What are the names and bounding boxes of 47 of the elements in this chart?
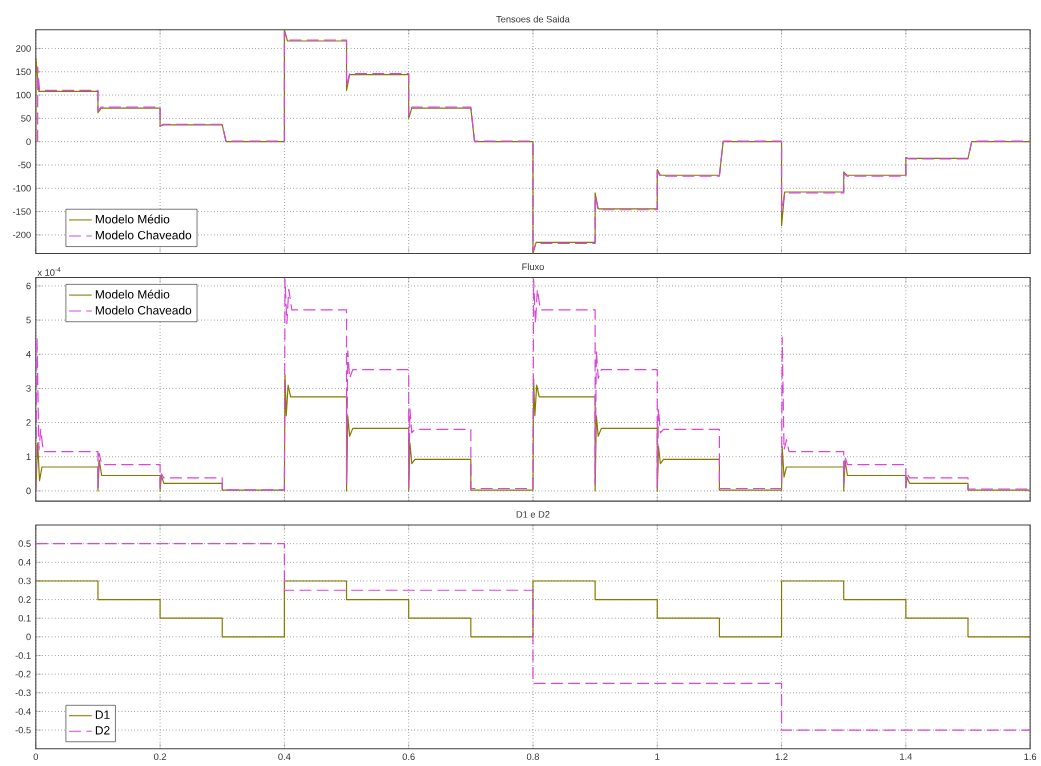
legend-label: Modelo Médio [95,289,170,299]
y-tick-label: -0.1 [15,652,31,659]
y-tick-label: -50 [18,161,31,169]
x-tick-label: 1.6 [1024,753,1037,761]
chart-title: Tensoes de Saida [496,15,570,23]
y-tick-label: 2 [26,419,31,426]
legend-label: D2 [95,726,110,735]
y-tick-label: -0.4 [15,708,31,715]
chart-title: D1 e D2 [516,511,550,518]
y-tick-label: 0.3 [18,577,31,585]
y-tick-label: 1 [26,453,31,461]
x-tick-label: 0.2 [154,753,167,761]
x-tick-label: 1 [655,753,660,760]
y-tick-label: -100 [12,185,31,192]
legend-label: D1 [95,710,110,720]
y-tick-label: -0.5 [15,726,31,734]
text: x 10$^{-4}$ [37,267,61,276]
x-tick-label: 0 [33,753,39,761]
y-tick-label: 50 [21,115,31,122]
y-tick-label: -200 [12,231,31,239]
y-tick-label: 0.4 [18,559,31,566]
y-tick-label: 0 [26,633,31,641]
y-tick-label: 0 [26,138,31,146]
y-tick-label: 0.5 [18,540,31,548]
x-tick-label: 0.4 [278,753,291,761]
legend-label: Modelo Chaveado [95,305,192,315]
y-tick-label: 100 [16,91,31,99]
y-tick-label: 150 [16,68,31,76]
x-tick-label: 1.2 [775,753,788,761]
y-tick-label: -150 [12,208,31,216]
legend-label: Modelo Chaveado [95,230,192,240]
chart-title: Fluxo [522,263,544,271]
y-tick-label: 0.1 [18,615,31,622]
y-tick-label: -0.2 [15,671,31,678]
y-tick-label: 5 [26,317,31,324]
y-tick-label: 3 [26,385,31,392]
y-tick-label: 4 [26,351,31,358]
y-tick-label: 0.2 [18,596,31,604]
y-tick-label: 6 [26,282,31,290]
y-tick-label: 0 [26,487,31,495]
x-tick-label: 0.8 [526,753,540,761]
x-tick-label: 1.4 [900,753,913,760]
x-tick-label: 0.6 [402,753,415,761]
legend-label: Modelo Médio [95,214,170,224]
line-series [35,580,1031,638]
y-tick-label: -0.3 [15,689,31,697]
y-tick-label: 200 [16,45,31,52]
